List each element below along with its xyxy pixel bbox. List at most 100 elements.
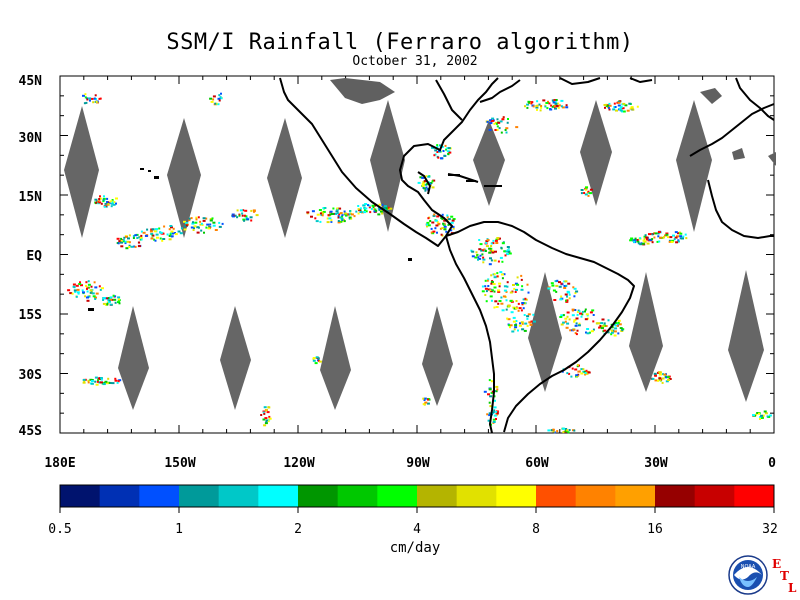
rain-pixel bbox=[504, 254, 507, 257]
rain-pixel bbox=[343, 220, 346, 223]
rain-pixel bbox=[653, 372, 657, 375]
rain-pixel bbox=[614, 322, 618, 324]
rain-pixel bbox=[451, 225, 455, 228]
rain-pixel bbox=[87, 283, 91, 286]
rain-pixel bbox=[513, 328, 516, 331]
rain-pixel bbox=[483, 248, 486, 251]
rain-pixel bbox=[374, 208, 377, 211]
rain-pixel bbox=[426, 221, 430, 224]
rain-pixel bbox=[94, 198, 98, 201]
rain-pixel bbox=[524, 105, 526, 108]
rain-pixel bbox=[450, 215, 454, 218]
rain-pixel bbox=[601, 325, 605, 328]
rain-pixel bbox=[117, 242, 120, 245]
rain-pixel bbox=[449, 229, 453, 232]
rain-pixel bbox=[378, 203, 382, 206]
rain-pixel bbox=[482, 261, 485, 264]
rain-pixel bbox=[421, 176, 425, 179]
rain-pixel bbox=[489, 395, 493, 398]
rain-pixel bbox=[491, 251, 495, 254]
rain-pixel bbox=[585, 186, 588, 189]
rain-pixel bbox=[493, 406, 497, 409]
rain-pixel bbox=[314, 362, 318, 365]
rain-pixel bbox=[564, 293, 568, 296]
rain-pixel bbox=[357, 205, 360, 207]
rain-pixel bbox=[490, 245, 493, 247]
rain-pixel bbox=[84, 93, 87, 96]
rain-pixel bbox=[433, 154, 436, 157]
rain-pixel bbox=[72, 283, 76, 286]
rain-pixel bbox=[89, 291, 92, 294]
rain-pixel bbox=[120, 237, 123, 240]
rain-pixel bbox=[231, 215, 235, 218]
rain-pixel bbox=[574, 332, 577, 335]
rain-pixel bbox=[214, 102, 217, 105]
rain-pixel bbox=[636, 240, 640, 243]
logo-letter-t: T bbox=[780, 569, 789, 583]
rain-pixel bbox=[516, 276, 519, 279]
rain-pixel bbox=[614, 324, 617, 327]
rain-pixel bbox=[576, 313, 579, 316]
rain-pixel bbox=[522, 307, 525, 310]
rain-pixel bbox=[653, 232, 656, 235]
rain-pixel bbox=[100, 381, 103, 384]
rain-pixel bbox=[489, 249, 492, 252]
rain-pixel bbox=[587, 190, 590, 193]
rain-pixel bbox=[200, 222, 203, 225]
rain-pixel bbox=[446, 214, 449, 217]
rain-pixel bbox=[498, 282, 502, 285]
rain-pixel bbox=[373, 210, 377, 213]
rain-pixel bbox=[128, 244, 131, 247]
rain-pixel bbox=[117, 380, 120, 383]
rain-pixel bbox=[128, 246, 131, 248]
rain-pixel bbox=[478, 239, 481, 241]
rain-pixel bbox=[675, 241, 679, 244]
rain-pixel bbox=[423, 399, 426, 401]
rain-pixel bbox=[490, 247, 493, 250]
rain-pixel bbox=[218, 225, 222, 228]
rain-pixel bbox=[123, 240, 125, 243]
rain-pixel bbox=[566, 322, 570, 325]
rain-pixel bbox=[335, 210, 339, 213]
rain-pixel bbox=[110, 202, 114, 205]
rain-pixel bbox=[530, 320, 533, 323]
rain-pixel bbox=[495, 238, 498, 241]
rain-pixel bbox=[86, 287, 88, 290]
rain-pixel bbox=[362, 204, 366, 207]
lon-label-150w: 150W bbox=[164, 456, 196, 471]
rain-pixel bbox=[760, 414, 764, 417]
rain-pixel bbox=[441, 213, 444, 216]
rain-pixel bbox=[246, 218, 250, 221]
rain-pixel bbox=[389, 207, 393, 210]
lon-label-60w: 60W bbox=[525, 456, 549, 471]
rain-pixel bbox=[668, 378, 672, 380]
rain-pixel bbox=[430, 231, 433, 234]
rain-pixel bbox=[759, 416, 762, 418]
rain-pixel bbox=[364, 207, 368, 210]
rain-pixel bbox=[114, 377, 117, 380]
rain-pixel bbox=[761, 414, 765, 417]
rain-pixel bbox=[98, 97, 101, 100]
rain-pixel bbox=[767, 416, 771, 418]
axis-ticks bbox=[59, 75, 775, 434]
rain-pixel bbox=[152, 234, 155, 237]
rain-pixel bbox=[211, 217, 214, 220]
rain-pixel bbox=[592, 314, 595, 316]
rain-pixel bbox=[218, 94, 221, 97]
rain-pixel bbox=[72, 285, 76, 288]
rain-pixel bbox=[209, 219, 213, 222]
rain-pixel bbox=[209, 218, 213, 221]
rain-pixel bbox=[76, 291, 80, 294]
colorbar-tick-6: 32 bbox=[762, 522, 778, 537]
rain-pixel bbox=[565, 326, 569, 329]
rain-pixel bbox=[524, 322, 528, 325]
rain-pixel bbox=[100, 202, 103, 205]
rain-pixel bbox=[532, 313, 535, 316]
rain-pixel bbox=[436, 145, 439, 148]
rain-pixel bbox=[359, 207, 362, 210]
rain-pixel bbox=[488, 128, 492, 131]
rain-pixel bbox=[112, 201, 116, 204]
rain-pixel bbox=[436, 215, 440, 218]
rain-pixel bbox=[108, 381, 111, 384]
rain-pixel bbox=[641, 242, 645, 245]
